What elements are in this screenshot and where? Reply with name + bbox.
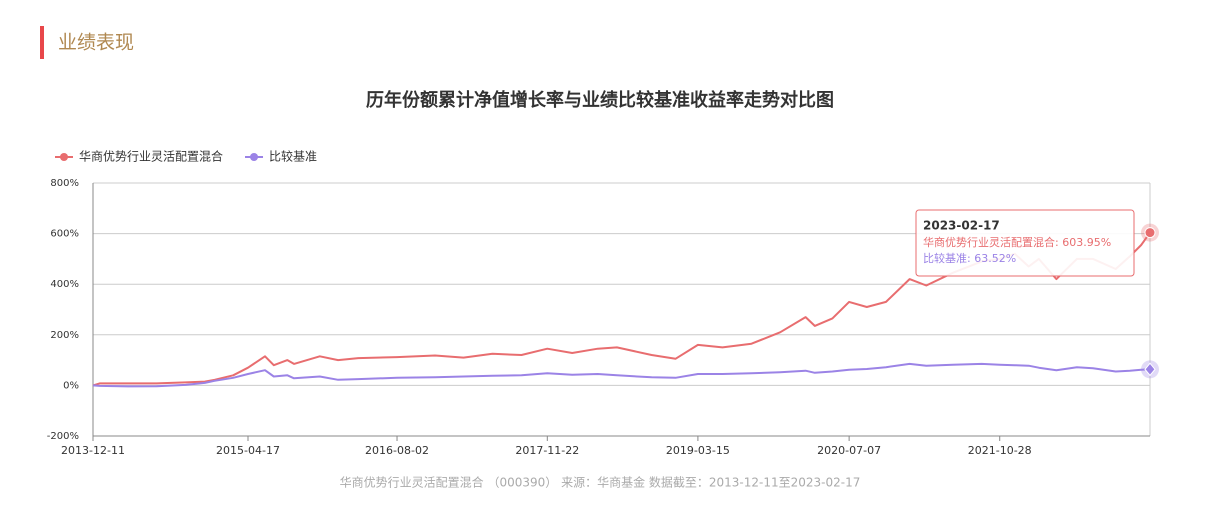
end-marker [1144,227,1156,239]
x-tick-label: 2016-08-02 [365,444,429,457]
y-tick-label: 0% [63,380,79,391]
x-tick-label: 2013-12-11 [61,444,125,457]
legend-label: 华商优势行业灵活配置混合 [79,149,223,164]
chart-title: 历年份额累计净值增长率与业绩比较基准收益率走势对比图 [366,89,834,111]
series-line [92,362,1151,388]
end-marker [1144,362,1156,377]
x-tick-label: 2015-04-17 [216,444,280,457]
x-tick-label: 2019-03-15 [666,444,730,457]
y-tick-label: 400% [50,279,79,290]
tooltip-date: 2023-02-17 [923,219,1000,233]
legend-marker [250,153,259,161]
y-tick-label: 600% [50,229,79,240]
x-tick-label: 2021-10-28 [968,444,1032,457]
y-tick-label: 800% [50,178,79,189]
footer: 华商优势行业灵活配置混合 （000390） 来源：华商基金 数据截至：2013-… [340,475,861,490]
y-tick-label: -200% [47,431,79,442]
header-accent [40,26,44,59]
legend-marker [60,153,68,161]
x-tick-label: 2017-11-22 [515,444,579,457]
x-tick-label: 2020-07-07 [817,444,881,457]
tooltip-box [915,209,1135,277]
y-tick-label: 200% [50,330,79,341]
header-title: 业绩表现 [58,32,134,54]
tooltip-row: 比较基准: 63.52% [923,251,1016,265]
legend-label: 比较基准 [269,149,317,164]
tooltip-row: 华商优势行业灵活配置混合: 603.95% [923,235,1111,249]
